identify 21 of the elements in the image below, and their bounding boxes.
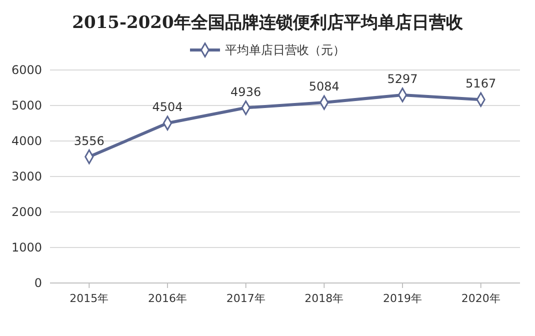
y-tick-label: 3000 [11, 169, 42, 184]
data-label: 5297 [387, 72, 418, 86]
y-tick-label: 0 [34, 276, 42, 290]
x-tick-label: 2018年 [304, 292, 344, 305]
y-tick-label: 4000 [11, 134, 42, 148]
data-label: 4936 [230, 84, 262, 99]
data-label: 3556 [74, 134, 104, 148]
data-label: 5084 [308, 80, 340, 94]
chart-title: 2015-2020年全国品牌连锁便利店平均单店日营收 [72, 13, 464, 33]
x-tick-label: 2019年 [383, 292, 422, 305]
x-tick-label: 2016年 [148, 292, 187, 305]
data-label: 5167 [466, 76, 496, 91]
x-tick-label: 2017年 [226, 292, 266, 305]
y-tick-label: 6000 [11, 62, 42, 77]
legend-label: 平均单店日营收（元） [225, 43, 345, 57]
y-tick-label: 5000 [11, 98, 42, 112]
y-tick-label: 1000 [11, 240, 42, 254]
y-tick-label: 2000 [11, 204, 42, 219]
x-tick-label: 2015年 [70, 292, 109, 305]
x-tick-label: 2020年 [461, 292, 500, 305]
data-label: 4504 [152, 100, 183, 114]
